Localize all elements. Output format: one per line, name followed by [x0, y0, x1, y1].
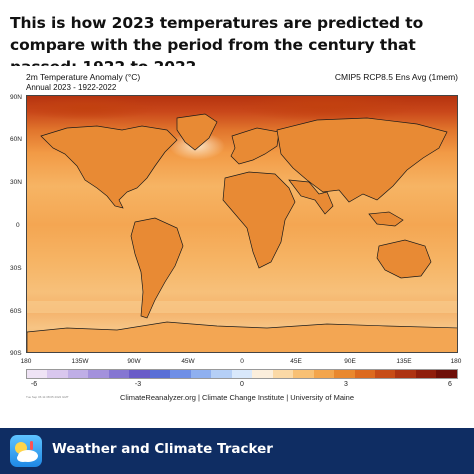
colorbar-label-neg3: -3 — [134, 381, 142, 388]
colorbar-swatch-3 — [88, 370, 109, 378]
lat-label-equator: 0 — [16, 222, 20, 229]
sun-cloud-icon — [15, 441, 38, 462]
africa — [222, 171, 296, 269]
colorbar-swatch-2 — [67, 370, 89, 378]
lat-label-90n: 90N — [10, 94, 22, 101]
lon-label-135w: 135W — [71, 358, 89, 365]
colorbar-swatch-7 — [170, 370, 191, 378]
colorbar-swatch-6 — [149, 370, 171, 378]
colorbar-swatch-19 — [415, 370, 437, 378]
colorbar-label-neg6: -6 — [30, 381, 38, 388]
anomaly-map-svg — [27, 96, 457, 352]
colorbar-swatch-17 — [374, 370, 396, 378]
lon-label-180w: 180 — [20, 358, 32, 365]
lat-label-30n: 30N — [10, 179, 22, 186]
asia — [276, 117, 448, 203]
timestamp-note: Tue Sep 06 11:38:05 2022 GMT — [26, 395, 69, 399]
lat-label-30s: 30S — [10, 265, 22, 272]
colorbar-label-pos6: 6 — [448, 381, 452, 388]
lon-label-180e: 180 — [450, 358, 462, 365]
app-footer-bar: Weather and Climate Tracker — [0, 428, 474, 474]
colorbar-swatch-13 — [293, 370, 314, 378]
colorbar — [26, 369, 458, 379]
maritime-southeast-asia — [368, 211, 404, 227]
colorbar-swatch-18 — [395, 370, 416, 378]
credit-line: ClimateReanalyzer.org | Climate Change I… — [120, 393, 354, 402]
colorbar-swatch-20 — [436, 370, 457, 378]
anomaly-map-figure: 2m Temperature Anomaly (°C) Annual 2023 … — [0, 66, 474, 416]
arctic-warm-patch-west — [27, 96, 157, 120]
north-america — [40, 125, 178, 209]
colorbar-swatch-8 — [190, 370, 212, 378]
colorbar-swatch-11 — [252, 370, 273, 378]
arctic-warm-patch — [237, 96, 417, 122]
app-title: Weather and Climate Tracker — [52, 441, 273, 457]
colorbar-label-pos3: 3 — [344, 381, 348, 388]
south-america — [130, 217, 184, 319]
colorbar-swatch-1 — [47, 370, 68, 378]
lat-label-60s: 60S — [10, 308, 22, 315]
colorbar-swatch-0 — [27, 370, 48, 378]
lon-label-45w: 45W — [181, 358, 195, 365]
colorbar-swatch-4 — [108, 370, 130, 378]
lon-label-90w: 90W — [127, 358, 141, 365]
lon-label-90e: 90E — [344, 358, 356, 365]
colorbar-swatch-5 — [129, 370, 150, 378]
map-subtitle: Annual 2023 - 1922-2022 — [26, 83, 117, 92]
colorbar-label-zero: 0 — [240, 381, 244, 388]
model-label: CMIP5 RCP8.5 Ens Avg (1mem) — [334, 72, 458, 82]
lat-label-60n: 60N — [10, 136, 22, 143]
colorbar-swatch-14 — [313, 370, 335, 378]
australia — [376, 239, 432, 279]
colorbar-swatch-12 — [272, 370, 294, 378]
southern-ocean-band — [27, 301, 457, 313]
lon-label-0: 0 — [240, 358, 244, 365]
europe — [230, 127, 280, 165]
colorbar-swatch-9 — [211, 370, 232, 378]
arabia-india — [288, 179, 334, 215]
lat-label-90s: 90S — [10, 350, 22, 357]
lon-label-45e: 45E — [290, 358, 302, 365]
colorbar-swatch-16 — [354, 370, 375, 378]
continents — [27, 113, 457, 352]
lon-label-135e: 135E — [396, 358, 412, 365]
colorbar-swatch-10 — [231, 370, 253, 378]
antarctica — [27, 321, 457, 352]
greenland — [176, 113, 218, 151]
weather-app-icon — [10, 435, 42, 467]
colorbar-swatch-15 — [334, 370, 355, 378]
anomaly-map — [26, 95, 458, 353]
map-title: 2m Temperature Anomaly (°C) — [26, 72, 141, 82]
